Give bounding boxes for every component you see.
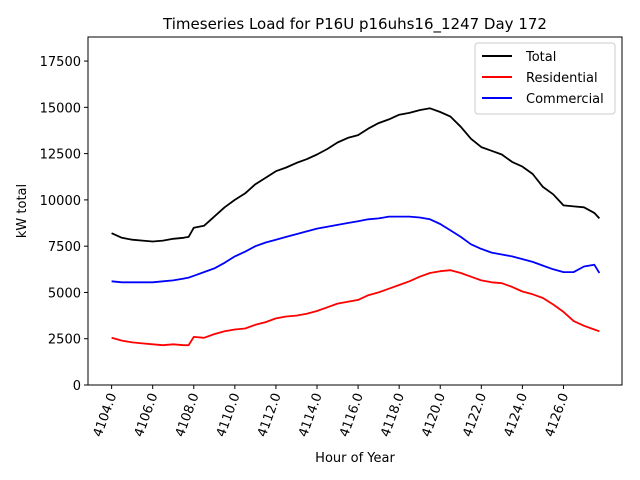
y-axis-ticks: 0 2500 5000 7500 10000 12500 15000 17500 — [40, 55, 88, 394]
chart-title: Timeseries Load for P16U p16uhs16_1247 D… — [162, 15, 547, 34]
plot-area — [87, 36, 623, 386]
legend-items: Total Residential Commercial — [482, 50, 604, 107]
series-lines — [111, 107, 601, 347]
y-tick-label: 5000 — [48, 286, 81, 301]
y-tick-label: 12500 — [40, 148, 81, 163]
y-tick-label: 7500 — [48, 240, 81, 255]
y-tick-label: 15000 — [40, 101, 81, 116]
y-tick-label: 10000 — [40, 194, 81, 209]
y-tick-label: 17500 — [40, 55, 81, 70]
series-line-commercial — [111, 215, 601, 284]
legend-box — [474, 42, 616, 115]
y-tick-label: 2500 — [48, 333, 81, 348]
legend-label-total: Total — [525, 50, 556, 65]
legend-label-commercial: Commercial — [526, 92, 604, 107]
y-tick-label: 0 — [73, 379, 81, 394]
legend: Total Residential Commercial — [474, 42, 616, 115]
x-axis-label: Hour of Year — [315, 451, 395, 466]
series-line-total — [111, 107, 601, 243]
series-line-residential — [111, 269, 600, 347]
axes-frame — [87, 36, 623, 386]
y-axis-label: kW total — [15, 184, 30, 238]
legend-label-residential: Residential — [526, 71, 598, 86]
